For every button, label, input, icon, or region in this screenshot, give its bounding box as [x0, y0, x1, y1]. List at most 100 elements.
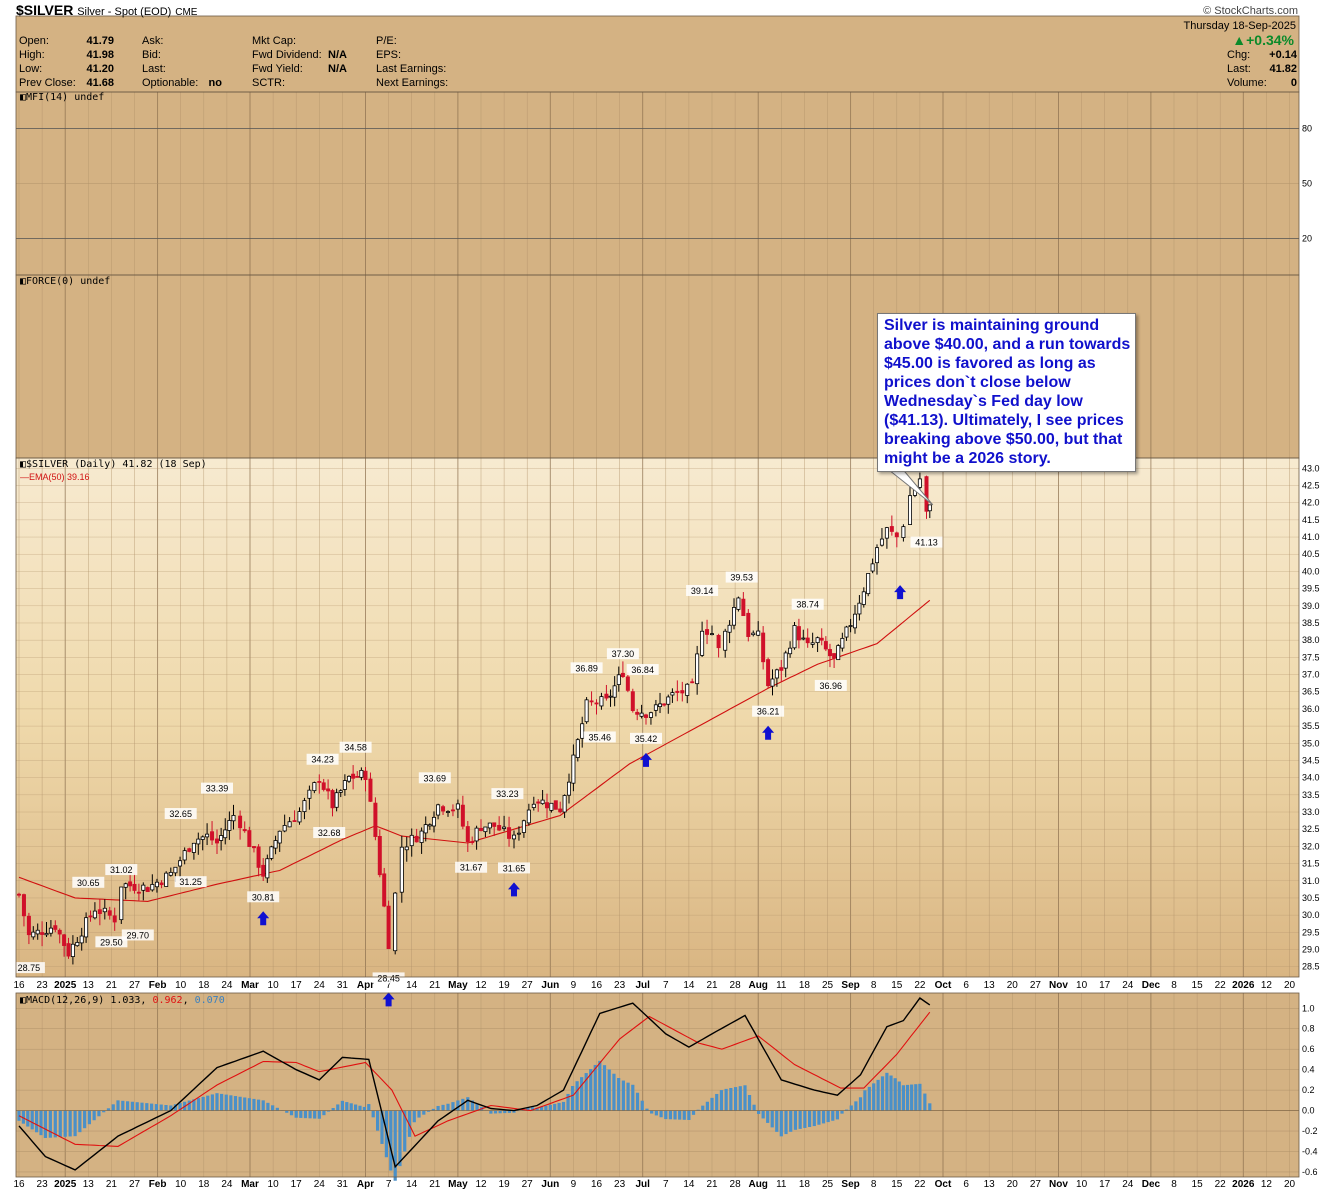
- candle-body: [811, 643, 814, 645]
- field-label: SCTR:: [252, 76, 285, 90]
- macd-histogram-bar: [417, 1111, 420, 1118]
- candle-body: [252, 846, 255, 847]
- macd-histogram-bar: [295, 1111, 298, 1118]
- candle-body: [928, 505, 931, 511]
- candle-body: [537, 802, 540, 803]
- candle-body: [32, 932, 35, 937]
- price-y-tick: 43.0: [1302, 463, 1320, 473]
- candle-body: [155, 882, 158, 887]
- price-candle: [554, 801, 557, 810]
- candle-body: [197, 839, 200, 844]
- price-y-tick: 37.5: [1302, 652, 1320, 662]
- macd-histogram-bar: [121, 1101, 124, 1111]
- header-field: Last Earnings:: [376, 62, 471, 76]
- field-label: Ask:: [142, 34, 163, 48]
- candle-body: [369, 779, 372, 801]
- macd-histogram-bar: [789, 1111, 792, 1132]
- field-label: Last:: [142, 62, 166, 76]
- macd-histogram-bar: [93, 1111, 96, 1121]
- macd-histogram-bar: [813, 1111, 816, 1126]
- field-value: 41.20: [86, 62, 114, 76]
- candle-body: [867, 573, 870, 593]
- candle-body: [400, 847, 403, 892]
- x-tick-label: 13: [984, 1179, 996, 1190]
- candle-body: [432, 817, 435, 826]
- candle-body: [833, 654, 836, 658]
- price-label-text: 30.65: [77, 878, 100, 888]
- candle-body: [532, 804, 535, 807]
- macd-histogram-bar: [422, 1111, 425, 1115]
- macd-histogram-bar: [197, 1098, 200, 1110]
- x-tick-label: 24: [1122, 1179, 1134, 1190]
- field-label: Optionable:: [142, 76, 198, 90]
- price-label: 41.13: [911, 537, 943, 548]
- candle-body: [262, 865, 265, 876]
- candle-body: [45, 933, 48, 934]
- macd-histogram-bar: [885, 1073, 888, 1111]
- candle-body: [849, 626, 852, 627]
- candle-body: [908, 496, 911, 525]
- x-tick-label: 18: [799, 980, 811, 991]
- candle-body: [129, 882, 132, 886]
- price-label: 33.23: [491, 788, 523, 799]
- candle-body: [270, 847, 273, 859]
- candle-body: [686, 684, 689, 695]
- x-tick-label: 23: [37, 980, 49, 991]
- candle-body: [266, 859, 269, 878]
- macd-histogram-bar: [243, 1097, 246, 1110]
- x-tick-label: 17: [1099, 980, 1111, 991]
- candle-body: [667, 697, 670, 704]
- price-label: 30.65: [72, 877, 104, 888]
- field-label: Bid:: [142, 48, 161, 62]
- candle-body: [820, 638, 823, 640]
- price-label: 36.89: [571, 662, 603, 673]
- price-label-text: 29.70: [127, 930, 150, 940]
- price-candle: [737, 597, 740, 612]
- macd-histogram-bar: [678, 1111, 681, 1120]
- candle-body: [752, 633, 755, 635]
- candle-body: [541, 800, 544, 804]
- price-y-tick: 40.0: [1302, 566, 1320, 576]
- price-label: 32.65: [165, 808, 197, 819]
- candle-body: [215, 839, 218, 843]
- macd-histogram-bar: [160, 1105, 163, 1111]
- candle-body: [364, 771, 367, 779]
- macd-histogram-bar: [441, 1105, 444, 1111]
- x-tick-label: 7: [663, 980, 669, 991]
- x-tick-label: Sep: [841, 1179, 859, 1190]
- macd-histogram-bar: [304, 1111, 307, 1119]
- candle-body: [816, 638, 819, 643]
- x-tick-label: 12: [475, 980, 487, 991]
- field-label: Volume:: [1227, 76, 1267, 90]
- price-label: 36.96: [815, 680, 847, 691]
- candle-body: [228, 820, 231, 830]
- candle-body: [757, 631, 760, 635]
- price-label: 35.46: [584, 731, 616, 742]
- candle-body: [802, 638, 805, 639]
- price-candle: [747, 609, 750, 641]
- price-label: 29.70: [122, 929, 154, 940]
- macd-histogram-bar: [107, 1108, 110, 1110]
- candle-body: [585, 700, 588, 722]
- x-tick-label: 23: [614, 1179, 626, 1190]
- candle-body: [27, 916, 30, 934]
- x-tick-label: 14: [683, 1179, 695, 1190]
- candle-body: [383, 874, 386, 906]
- macd-histogram-bar: [271, 1105, 274, 1110]
- histogram-value: 0.070: [195, 995, 225, 1006]
- candle-body: [405, 847, 408, 850]
- macd-histogram-bar: [612, 1074, 615, 1111]
- candle-body: [563, 796, 566, 812]
- candle-body: [845, 627, 848, 637]
- field-label: EPS:: [376, 48, 401, 62]
- x-tick-label: 27: [522, 1179, 534, 1190]
- field-label: Prev Close:: [19, 76, 76, 90]
- price-label-text: 39.14: [691, 586, 714, 596]
- candle-body: [609, 696, 612, 697]
- price-y-tick: 31.0: [1302, 876, 1320, 886]
- candle-body: [293, 821, 296, 822]
- candle-body: [644, 715, 647, 718]
- candle-body: [461, 805, 464, 826]
